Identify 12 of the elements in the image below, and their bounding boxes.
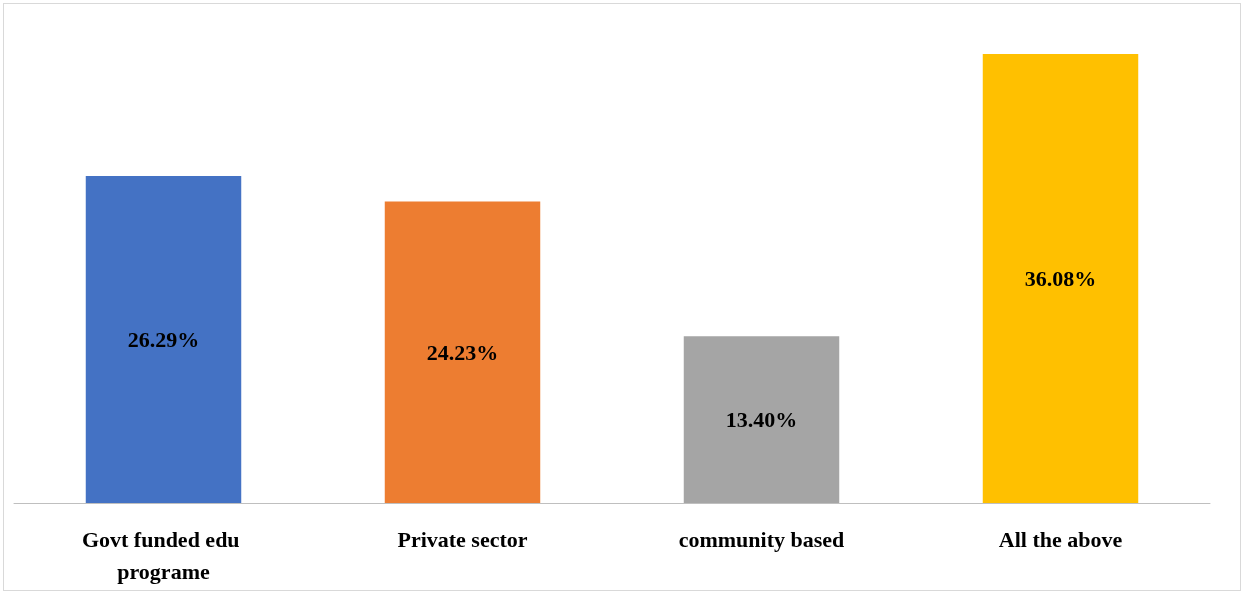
bar: [384, 201, 541, 503]
data-label: 26.29%: [127, 326, 200, 352]
x-tick-label: community based: [678, 526, 845, 552]
data-label: 24.23%: [426, 339, 499, 365]
bar: [683, 336, 840, 503]
data-label: 13.40%: [725, 407, 798, 433]
x-tick-label: Private sector: [397, 526, 528, 552]
x-tick-label: Govt funded edu programe: [81, 526, 246, 584]
data-label: 36.08%: [1024, 266, 1097, 292]
bar: [85, 175, 242, 503]
x-tick-label: All the above: [998, 526, 1123, 552]
bar: [982, 54, 1139, 503]
